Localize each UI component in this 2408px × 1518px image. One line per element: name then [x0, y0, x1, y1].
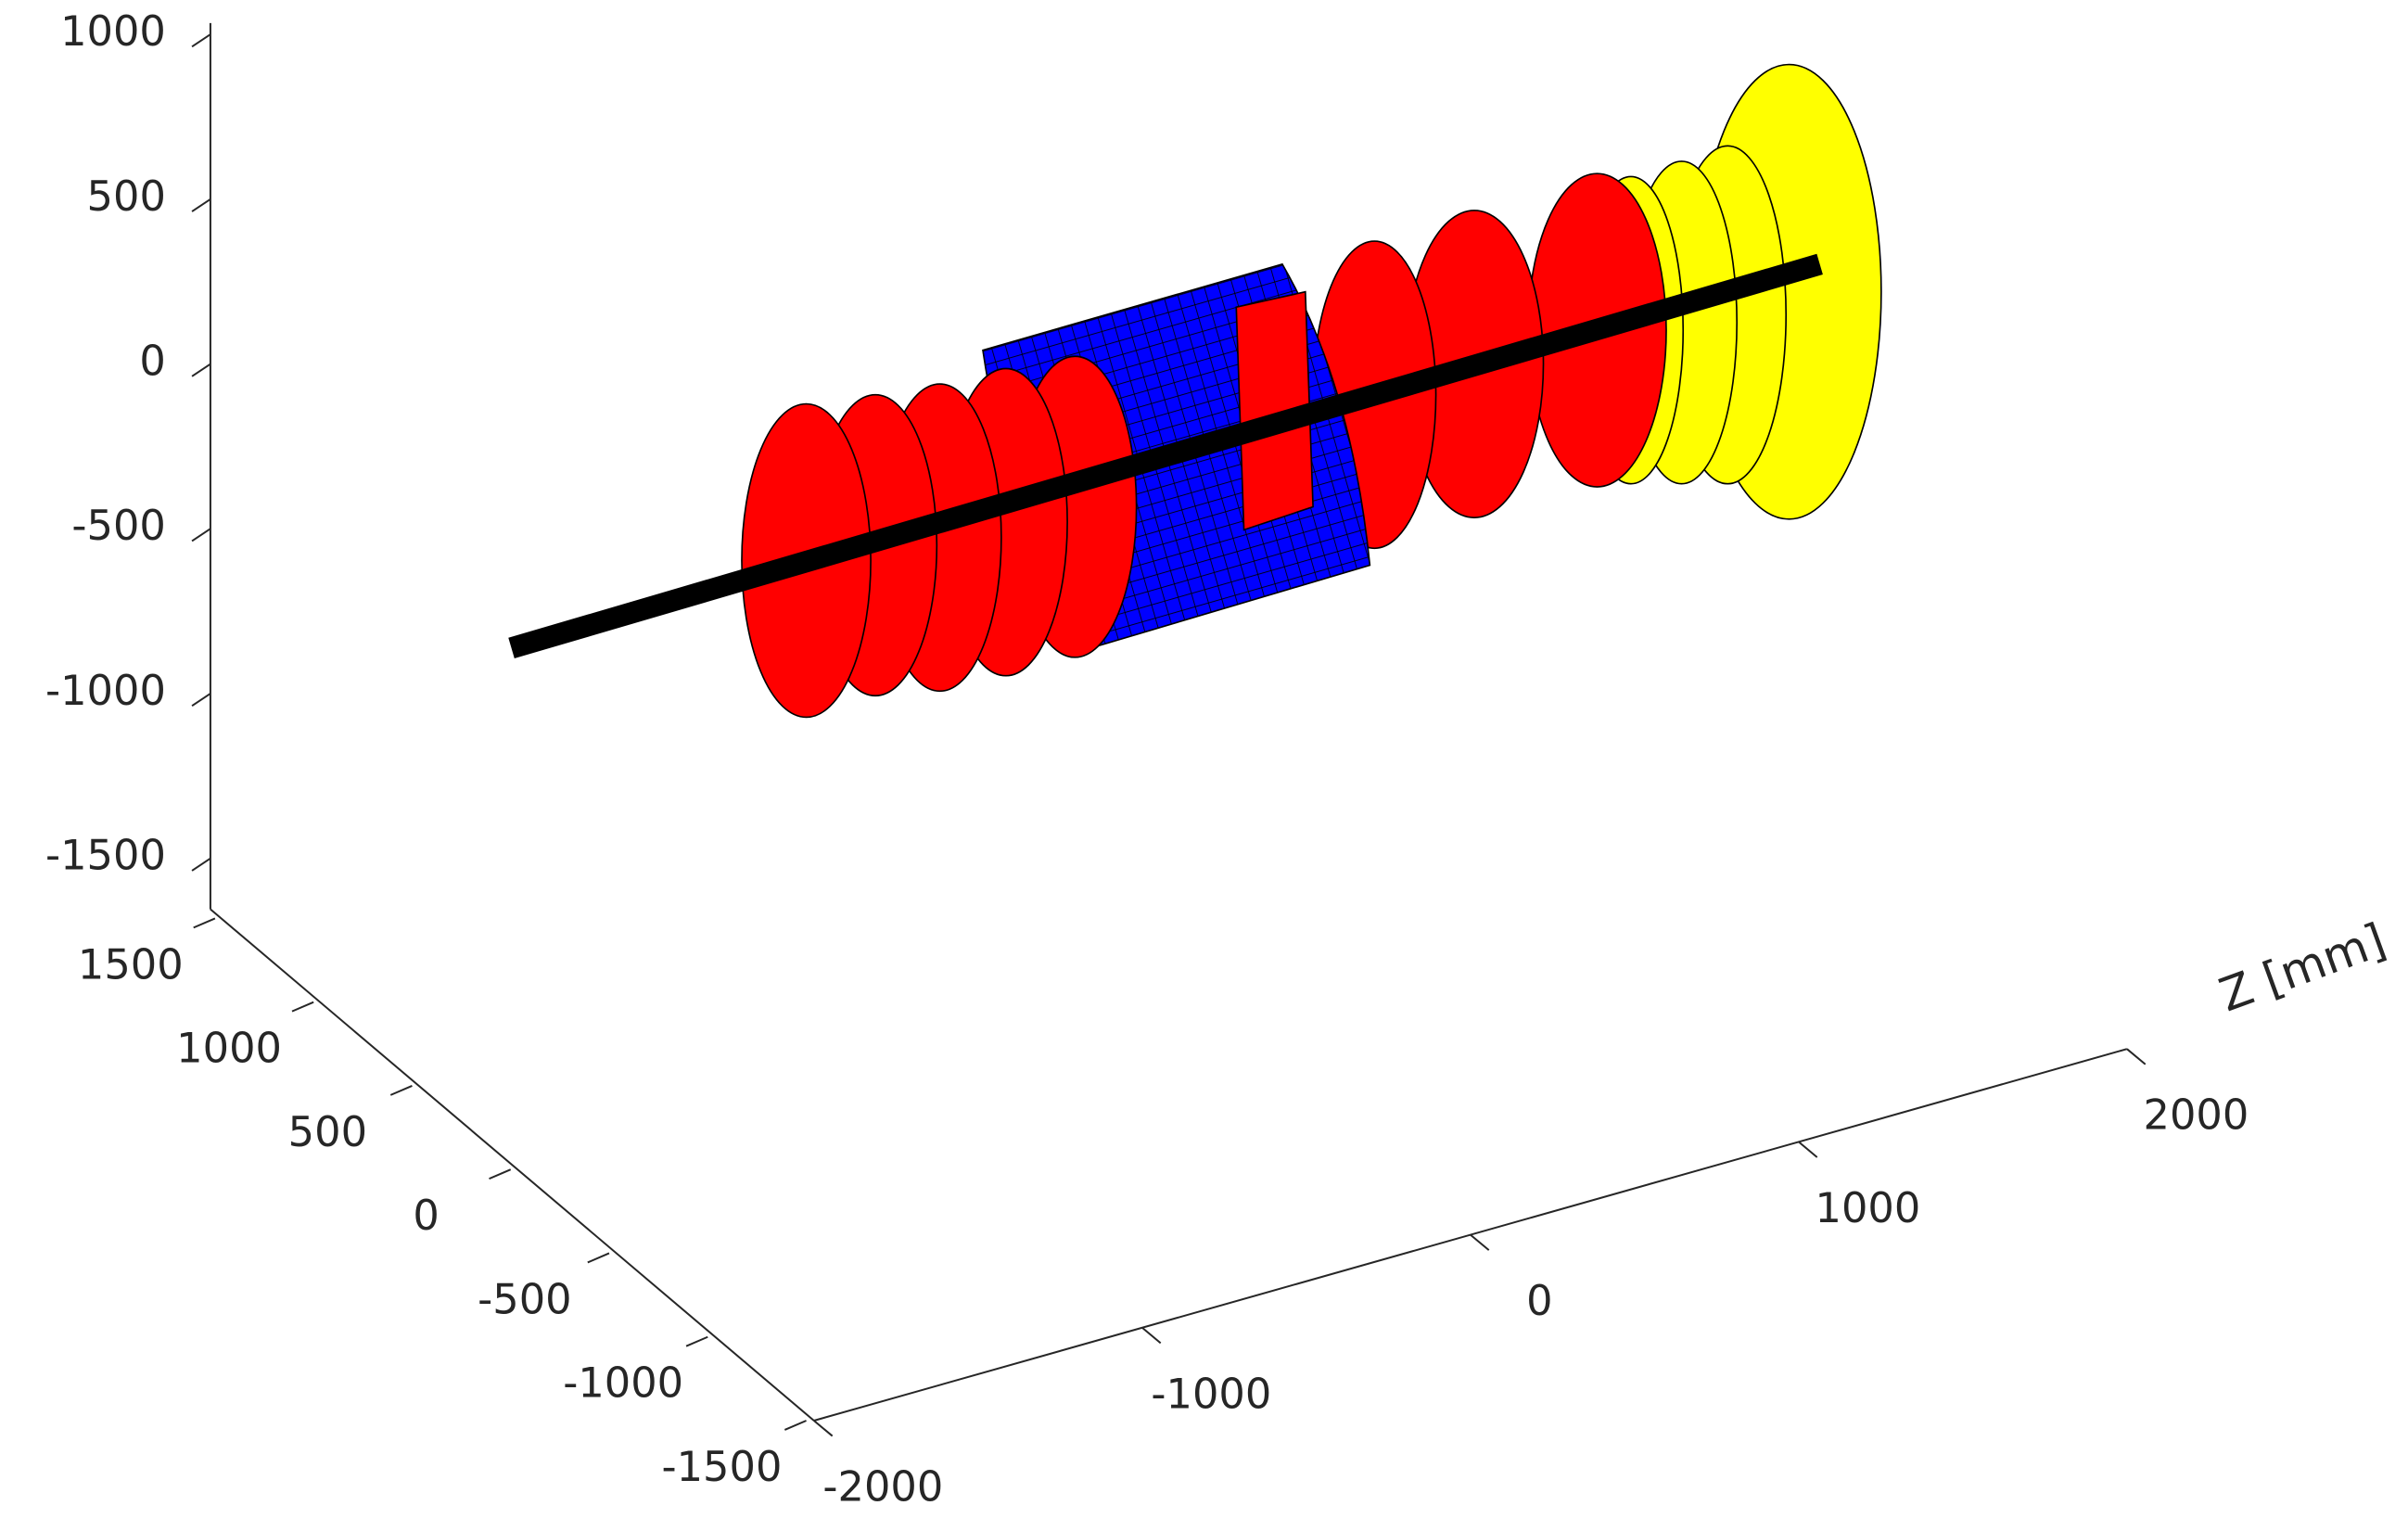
y-tick [192, 529, 210, 541]
y-tick-label: 0 [139, 337, 165, 386]
z-tick [814, 1421, 833, 1436]
y-tick [192, 34, 210, 46]
z-tick [2127, 1049, 2146, 1065]
x-axis [210, 909, 814, 1421]
y-tick-label: 500 [87, 172, 166, 221]
x-tick [292, 1002, 313, 1012]
y-tick [192, 694, 210, 706]
x-tick-label: -1000 [563, 1359, 683, 1408]
y-tick [192, 859, 210, 871]
z-tick [1142, 1328, 1161, 1344]
x-tick-label: -500 [478, 1274, 571, 1323]
x-tick [588, 1253, 609, 1262]
y-tick [192, 199, 210, 211]
z-tick-label: -1000 [1151, 1369, 1271, 1418]
x-tick-label: 0 [413, 1191, 439, 1240]
x-tick-label: 1500 [78, 939, 184, 989]
z-tick-label: -2000 [822, 1462, 943, 1512]
x-tick [784, 1421, 806, 1430]
x-tick-label: 1000 [176, 1024, 282, 1073]
z-tick [1471, 1235, 1489, 1251]
x-tick-label: -1500 [661, 1442, 782, 1491]
z-tick-label: 1000 [1816, 1183, 1921, 1232]
y-tick-label: -500 [71, 501, 165, 550]
x-tick [390, 1086, 412, 1095]
y-tick [192, 364, 210, 376]
z-axis-label: Z [mm] [2212, 912, 2392, 1022]
z-tick-label: 0 [1526, 1276, 1552, 1325]
x-tick [686, 1337, 707, 1346]
y-tick-label: -1500 [45, 831, 166, 880]
y-tick-label: -1000 [45, 666, 166, 715]
x-tick [490, 1169, 511, 1179]
x-tick [194, 918, 215, 927]
x-tick-label: 500 [288, 1107, 367, 1156]
z-tick [1799, 1142, 1817, 1157]
detector-geometry [512, 65, 1881, 718]
chart: Z [mm] 10005000-500-1000-150015001000500… [0, 0, 2408, 1518]
y-tick-label: 1000 [60, 6, 166, 56]
z-tick-label: 2000 [2144, 1091, 2249, 1140]
